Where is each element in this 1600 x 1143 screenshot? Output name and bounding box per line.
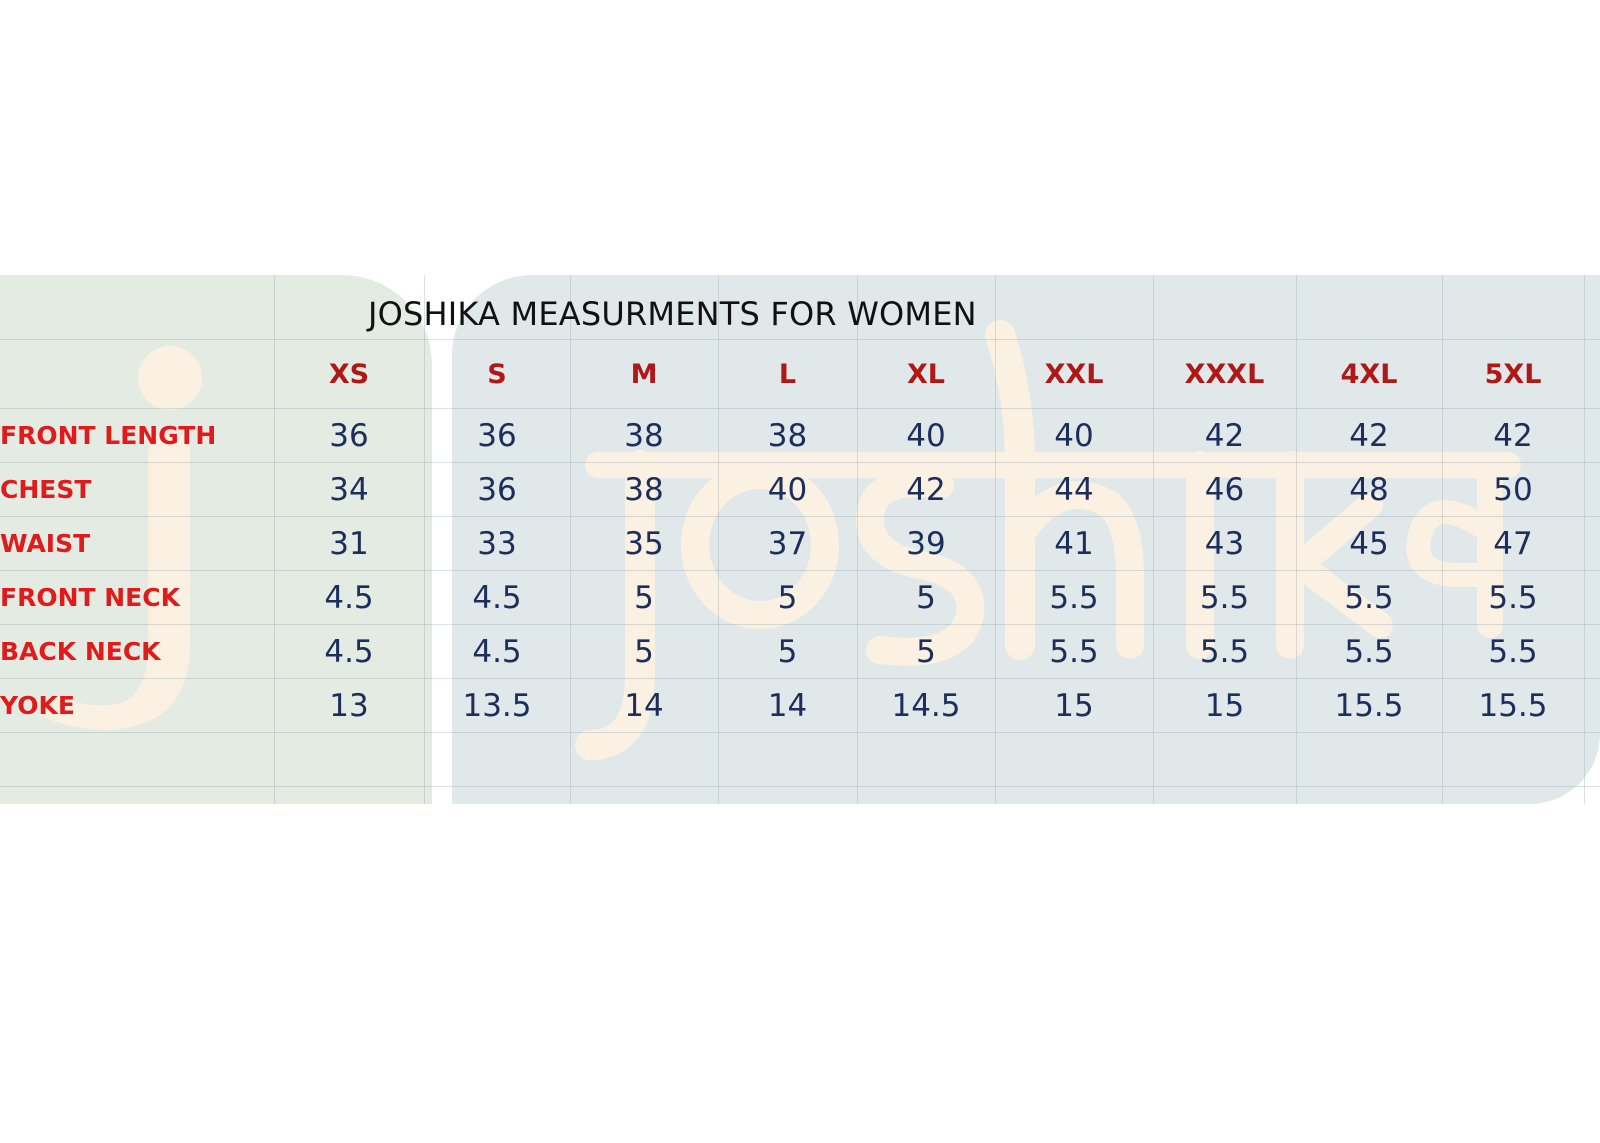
measurement-cell: 13.5 (423, 678, 571, 733)
measurement-cell: 47 (1441, 516, 1585, 571)
measurement-cell: 15.5 (1441, 678, 1585, 733)
measurement-cell: 42 (1441, 408, 1585, 463)
size-header: 5XL (1441, 339, 1585, 409)
measurement-cell: 5 (856, 570, 996, 625)
measurement-cell: 38 (569, 408, 719, 463)
measurement-cell: 42 (1152, 408, 1297, 463)
measurement-cell: 14 (717, 678, 858, 733)
measurement-cell: 5.5 (994, 624, 1154, 679)
size-header: L (717, 339, 858, 409)
measurement-cell: 50 (1441, 462, 1585, 517)
measurement-cell: 4.5 (423, 624, 571, 679)
measurement-cell: 5.5 (1295, 570, 1443, 625)
table-row: CHEST 34 36 38 40 42 44 46 48 50 (0, 462, 1600, 517)
measurement-sheet: XS S M L XL XXL XXXL 4XL 5XL FRONT LENGT… (0, 275, 1600, 804)
measurement-cell: 31 (273, 516, 425, 571)
measurement-cell: 44 (994, 462, 1154, 517)
table-row: WAIST 31 33 35 37 39 41 43 45 47 (0, 516, 1600, 571)
measurement-cell: 46 (1152, 462, 1297, 517)
measurement-cell: 5 (717, 624, 858, 679)
table-row: BACK NECK 4.5 4.5 5 5 5 5.5 5.5 5.5 5.5 (0, 624, 1600, 679)
empty-row (0, 786, 1600, 804)
size-header-row: XS S M L XL XXL XXXL 4XL 5XL (0, 339, 1600, 409)
row-label: BACK NECK (0, 624, 275, 679)
measurement-cell: 15 (1152, 678, 1297, 733)
row-label: FRONT NECK (0, 570, 275, 625)
size-header: XXXL (1152, 339, 1297, 409)
measurement-cell: 38 (717, 408, 858, 463)
measurement-cell: 5 (569, 624, 719, 679)
measurement-cell: 43 (1152, 516, 1297, 571)
measurement-cell: 42 (1295, 408, 1443, 463)
measurement-cell: 15.5 (1295, 678, 1443, 733)
row-label: CHEST (0, 462, 275, 517)
measurement-cell: 14 (569, 678, 719, 733)
row-label: WAIST (0, 516, 275, 571)
measurement-cell: 4.5 (273, 570, 425, 625)
size-header: M (569, 339, 719, 409)
measurement-cell: 5 (856, 624, 996, 679)
measurement-cell: 40 (994, 408, 1154, 463)
measurement-cell: 5 (717, 570, 858, 625)
measurement-cell: 4.5 (423, 570, 571, 625)
measurement-cell: 33 (423, 516, 571, 571)
measurement-cell: 36 (423, 462, 571, 517)
size-header: S (423, 339, 571, 409)
measurement-cell: 45 (1295, 516, 1443, 571)
table-row: FRONT NECK 4.5 4.5 5 5 5 5.5 5.5 5.5 5.5 (0, 570, 1600, 625)
measurement-cell: 5 (569, 570, 719, 625)
measurement-cell: 5.5 (1295, 624, 1443, 679)
measurement-cell: 36 (423, 408, 571, 463)
measurement-cell: 15 (994, 678, 1154, 733)
measurement-cell: 35 (569, 516, 719, 571)
measurement-table: XS S M L XL XXL XXXL 4XL 5XL FRONT LENGT… (0, 275, 1600, 804)
measurement-cell: 5.5 (1441, 570, 1585, 625)
measurement-cell: 36 (273, 408, 425, 463)
measurement-cell: 34 (273, 462, 425, 517)
page-title: JOSHIKA MEASURMENTS FOR WOMEN (368, 295, 977, 333)
row-label: YOKE (0, 678, 275, 733)
header-corner-cell (0, 339, 275, 409)
empty-row (0, 732, 1600, 787)
size-header: XL (856, 339, 996, 409)
row-label: FRONT LENGTH (0, 408, 275, 463)
measurement-cell: 14.5 (856, 678, 996, 733)
measurement-cell: 40 (856, 408, 996, 463)
measurement-cell: 41 (994, 516, 1154, 571)
measurement-cell: 37 (717, 516, 858, 571)
measurement-cell: 5.5 (1152, 570, 1297, 625)
size-header: 4XL (1295, 339, 1443, 409)
measurement-cell: 4.5 (273, 624, 425, 679)
measurement-cell: 5.5 (994, 570, 1154, 625)
measurement-cell: 13 (273, 678, 425, 733)
measurement-cell: 48 (1295, 462, 1443, 517)
measurement-cell: 39 (856, 516, 996, 571)
table-row: YOKE 13 13.5 14 14 14.5 15 15 15.5 15.5 (0, 678, 1600, 733)
measurement-cell: 42 (856, 462, 996, 517)
table-row: FRONT LENGTH 36 36 38 38 40 40 42 42 42 (0, 408, 1600, 463)
measurement-cell: 5.5 (1441, 624, 1585, 679)
size-header: XS (273, 339, 425, 409)
size-header: XXL (994, 339, 1154, 409)
measurement-cell: 5.5 (1152, 624, 1297, 679)
title-row (0, 275, 1600, 340)
measurement-cell: 38 (569, 462, 719, 517)
measurement-cell: 40 (717, 462, 858, 517)
